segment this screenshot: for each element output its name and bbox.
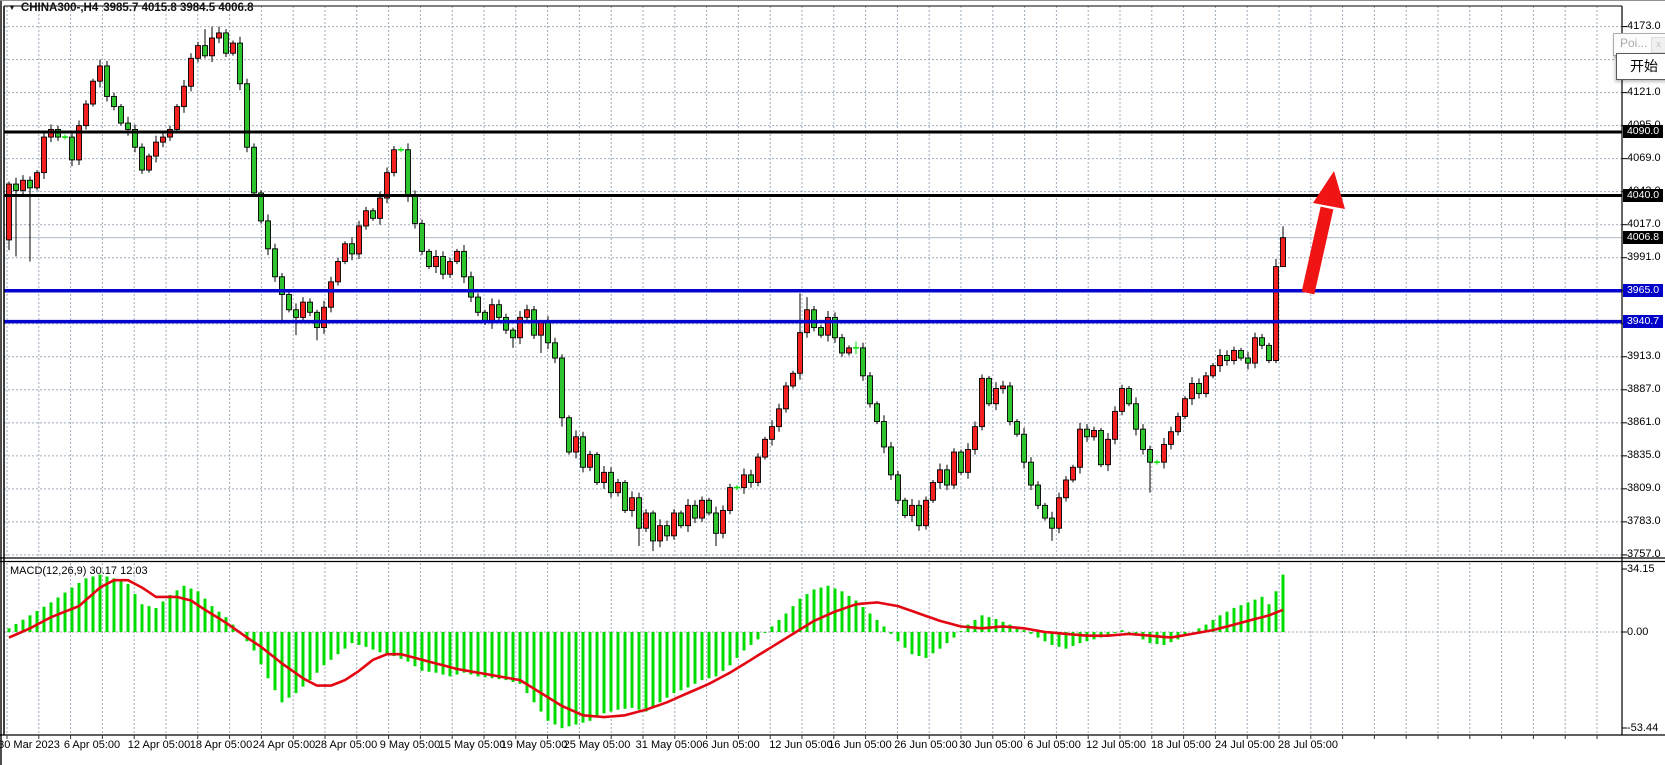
time-label: 28 Jul 05:00 — [1278, 739, 1338, 751]
symbol-title: ▼ CHINA300-,H4 3985.7 4015.8 3984.5 4006… — [8, 2, 254, 14]
time-label: 12 Apr 05:00 — [127, 739, 191, 751]
time-label: 18 Apr 05:00 — [189, 739, 253, 751]
price-tick-label: 3835.0 — [1627, 449, 1661, 462]
price-tick-label: 4017.0 — [1627, 218, 1661, 231]
macd-tick-label: 0.00 — [1627, 625, 1649, 638]
macd-main-value: 30.17 — [89, 565, 118, 577]
price-tick-label: 3991.0 — [1627, 251, 1661, 264]
line-price-badge: 4006.8 — [1623, 231, 1663, 245]
macd-indicator-label: MACD(12,26,9) 30.17 12.03 — [10, 565, 148, 577]
price-tick-label: 3809.0 — [1627, 482, 1661, 495]
price-tick-label: 3861.0 — [1627, 416, 1661, 429]
time-label: 28 Apr 05:00 — [314, 739, 378, 751]
time-label: 6 Jul 05:00 — [1027, 739, 1081, 751]
trend-arrow[interactable] — [1301, 171, 1345, 295]
macd-signal-value: 12.03 — [120, 565, 148, 577]
macd-tick-label: -53.44 — [1627, 721, 1659, 734]
poi-window-title: Poi... — [1620, 36, 1648, 50]
time-label: 12 Jul 05:00 — [1086, 739, 1146, 751]
poi-script-window[interactable]: Poi... x — [1613, 33, 1665, 56]
ohlc-values: 3985.7 4015.8 3984.5 4006.8 — [103, 2, 254, 14]
start-button[interactable]: 开始 — [1630, 58, 1658, 74]
time-label: 12 Jun 05:00 — [769, 739, 833, 751]
close-icon[interactable]: x — [1651, 37, 1665, 53]
grid-layer — [4, 6, 1622, 735]
price-tick-label: 4173.0 — [1627, 20, 1661, 33]
line-price-badge: 4040.0 — [1623, 188, 1663, 202]
time-label: 24 Apr 05:00 — [252, 739, 316, 751]
time-label: 24 Jul 05:00 — [1215, 739, 1275, 751]
dropdown-icon[interactable]: ▼ — [8, 2, 16, 12]
line-price-badge: 3965.0 — [1623, 284, 1663, 298]
time-label: 18 Jul 05:00 — [1151, 739, 1211, 751]
line-price-badge: 4090.0 — [1623, 125, 1663, 139]
sr-lines-layer[interactable] — [4, 130, 1622, 324]
line-price-badge: 3940.7 — [1623, 315, 1663, 329]
price-tick-label: 3887.0 — [1627, 383, 1661, 396]
start-dialog: 开始 — [1616, 53, 1665, 80]
time-label: 6 Apr 05:00 — [63, 739, 121, 751]
macd-name: MACD(12,26,9) — [10, 565, 87, 577]
time-label: 31 May 05:00 — [635, 739, 703, 751]
time-label: 30 Jun 05:00 — [959, 739, 1023, 751]
time-label: 26 Jun 05:00 — [894, 739, 958, 751]
time-label: 30 Mar 2023 — [0, 739, 60, 751]
time-label: 25 May 05:00 — [563, 739, 631, 751]
macd-signal-line — [8, 578, 1284, 719]
price-tick-label: 4069.0 — [1627, 152, 1661, 165]
price-tick-label: 3783.0 — [1627, 515, 1661, 528]
price-tick-label: 4121.0 — [1627, 86, 1661, 99]
time-label: 15 May 05:00 — [438, 739, 506, 751]
time-label: 6 Jun 05:00 — [702, 739, 760, 751]
macd-tick-label: 34.15 — [1627, 562, 1655, 575]
time-label: 9 May 05:00 — [379, 739, 441, 751]
time-label: 16 Jun 05:00 — [828, 739, 892, 751]
symbol-period-label: CHINA300-,H4 — [20, 2, 99, 14]
candles-layer — [6, 26, 1286, 552]
price-tick-label: 3913.0 — [1627, 350, 1661, 363]
time-label: 19 May 05:00 — [500, 739, 568, 751]
macd-layer — [7, 574, 1285, 729]
price-tick-label: 3757.0 — [1627, 548, 1661, 561]
